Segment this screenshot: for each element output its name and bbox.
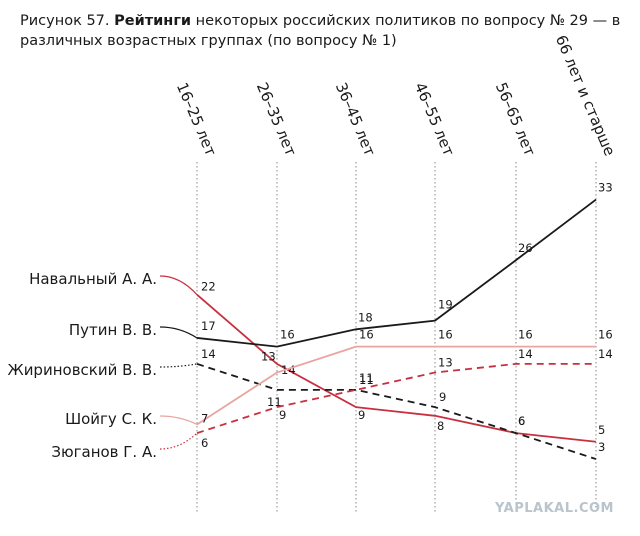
series-connector xyxy=(159,363,198,368)
data-label: 26 xyxy=(518,241,533,255)
data-label: 11 xyxy=(267,395,282,409)
data-label: 13 xyxy=(438,356,453,370)
series-connector xyxy=(159,432,198,450)
caption-bold: Рейтинги xyxy=(114,13,192,29)
data-label: 5 xyxy=(598,423,605,437)
data-label: 7 xyxy=(201,411,208,425)
data-label: 9 xyxy=(358,408,365,422)
x-tick-label: 16–25 лет xyxy=(173,80,220,159)
watermark: YAPLAKAL.COM xyxy=(495,501,614,516)
data-label: 16 xyxy=(280,328,295,342)
series-line xyxy=(196,198,597,348)
caption-number: Рисунок 57. xyxy=(20,13,110,29)
series-name-label: Шойгу С. К. xyxy=(65,410,157,428)
data-label: 16 xyxy=(438,328,453,342)
data-label: 16 xyxy=(359,328,374,342)
data-label: 22 xyxy=(201,280,216,294)
series-connector xyxy=(159,275,198,296)
series-name-label: Навальный А. А. xyxy=(29,270,157,288)
series-name-label: Жириновский В. В. xyxy=(8,361,157,379)
data-label: 33 xyxy=(598,181,613,195)
data-label: 13 xyxy=(261,350,276,364)
x-tick-label: 56–65 лет xyxy=(492,80,539,159)
x-tick-label: 26–35 лет xyxy=(253,80,300,159)
x-tick-label: 46–55 лет xyxy=(411,80,458,159)
series-connector xyxy=(159,415,198,425)
data-label: 8 xyxy=(437,419,444,433)
data-label: 14 xyxy=(201,347,216,361)
series-connector xyxy=(159,326,198,339)
data-label: 6 xyxy=(201,436,208,450)
x-tick-label: 36–45 лет xyxy=(332,80,379,159)
figure-caption: Рисунок 57. Рейтинги некоторых российски… xyxy=(20,11,630,51)
x-tick-label: 66 лет и старше xyxy=(552,32,619,158)
data-label: 6 xyxy=(518,414,525,428)
data-label: 14 xyxy=(598,347,613,361)
data-label: 11 xyxy=(359,371,374,385)
series-name-label: Путин В. В. xyxy=(69,321,157,339)
caption-text: некоторых российских политиков по вопрос… xyxy=(20,13,621,49)
data-label: 16 xyxy=(598,328,613,342)
data-label: 19 xyxy=(438,298,453,312)
data-label: 6 xyxy=(518,414,525,428)
data-label: 16 xyxy=(518,328,533,342)
data-label: 11 xyxy=(359,373,374,387)
data-label: 14 xyxy=(518,347,533,361)
data-label: 18 xyxy=(358,310,373,324)
series-line xyxy=(196,363,596,434)
series-name-label: Зюганов Г. А. xyxy=(51,443,157,461)
data-label: 9 xyxy=(439,390,446,404)
series-line xyxy=(196,345,596,426)
data-label: 14 xyxy=(281,363,296,377)
data-label: 3 xyxy=(598,440,605,454)
data-label: 9 xyxy=(279,408,286,422)
data-label: 17 xyxy=(201,319,216,333)
series-line xyxy=(196,294,597,443)
